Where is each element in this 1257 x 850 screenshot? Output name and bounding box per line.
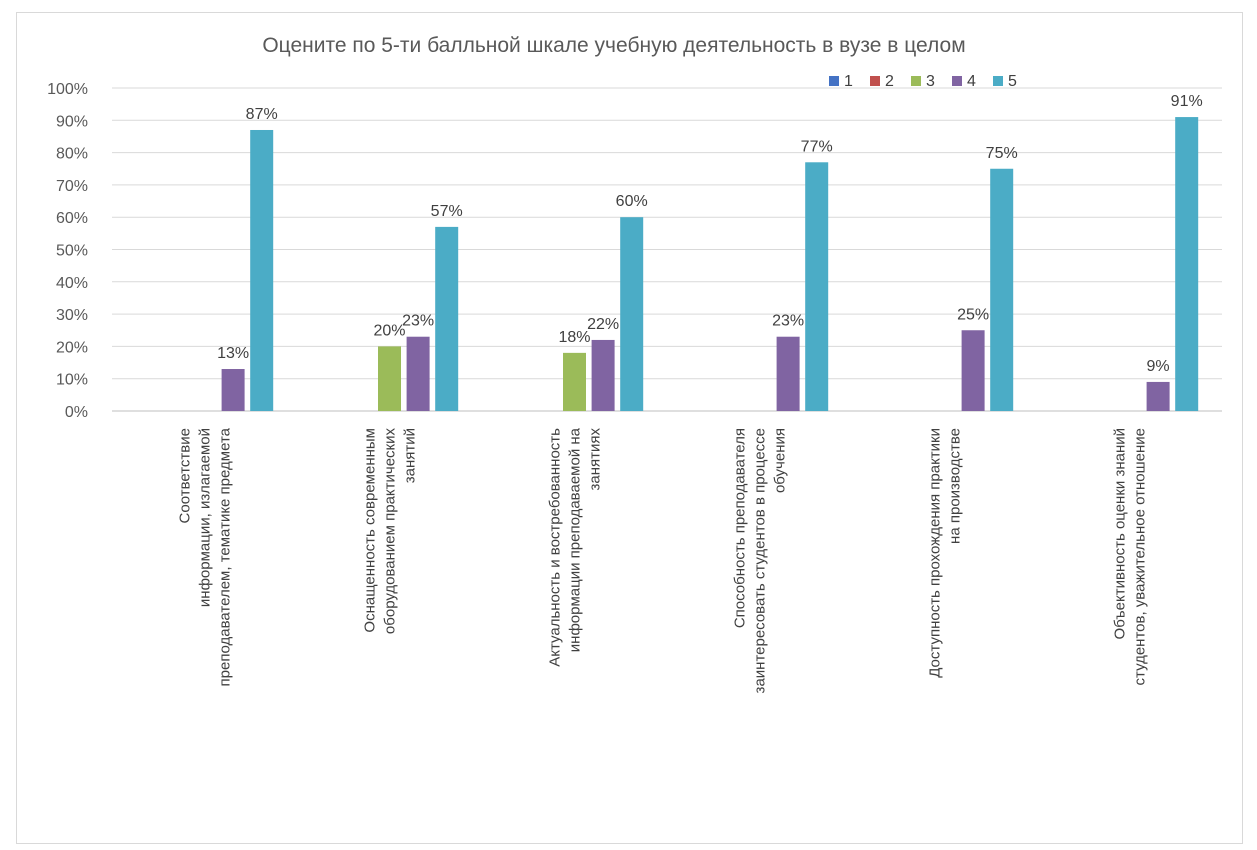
legend-label: 5 xyxy=(1008,73,1017,90)
legend-swatch-5 xyxy=(993,76,1003,86)
legend-label: 2 xyxy=(885,73,894,90)
category-label-line: информации преподаваемой на xyxy=(567,427,584,652)
data-label: 75% xyxy=(986,145,1018,162)
data-label: 25% xyxy=(957,306,989,323)
bar-series-5 xyxy=(1175,117,1199,411)
bar-series-5 xyxy=(990,168,1014,411)
data-label: 23% xyxy=(772,313,804,330)
y-tick-label: 90% xyxy=(56,113,88,130)
y-tick-label: 50% xyxy=(56,243,88,260)
data-label: 87% xyxy=(246,106,278,123)
bar-series-5 xyxy=(250,129,274,412)
legend-swatch-4 xyxy=(952,76,962,86)
y-tick-label: 0% xyxy=(65,404,88,421)
category-label: Оснащенность современным оборудованием пр… xyxy=(362,428,419,635)
y-tick-label: 80% xyxy=(56,146,88,163)
category-label-line: заинтересовать студентов в процессе xyxy=(752,428,769,693)
category-label-line: Актуальность и востребованность xyxy=(547,428,564,667)
category-label-line: занятий xyxy=(402,428,419,483)
category-label-line: Способность преподавателя xyxy=(732,428,749,628)
category-labels: Соответствие информации, излагаемой препод… xyxy=(177,427,1149,693)
y-tick-label: 60% xyxy=(56,210,88,227)
y-tick-label: 10% xyxy=(56,372,88,389)
data-label: 22% xyxy=(587,316,619,333)
bar-series-4 xyxy=(1146,381,1170,411)
category-label-line: оборудованием практических xyxy=(382,428,399,635)
data-label: 91% xyxy=(1171,93,1203,110)
data-label: 60% xyxy=(616,193,648,210)
bar-series-4 xyxy=(591,339,615,411)
chart-frame xyxy=(16,12,1243,844)
category-label-line: преподавателем, тематике предмета xyxy=(217,427,234,686)
bar-series-4 xyxy=(406,336,430,411)
y-tick-label: 40% xyxy=(56,275,88,292)
legend-swatch-3 xyxy=(911,76,921,86)
legend-label: 1 xyxy=(844,73,853,90)
category-label-line: Доступность прохождения практики xyxy=(927,428,944,678)
category-label-line: обучения xyxy=(772,428,789,493)
data-label: 77% xyxy=(801,138,833,155)
bar-series-4 xyxy=(961,330,985,411)
legend-label: 3 xyxy=(926,73,935,90)
category-label: Актуальность и востребованность информаци… xyxy=(547,427,604,666)
category-label: Способность преподавателя заинтересовать … xyxy=(732,428,789,693)
bar-series-5 xyxy=(805,162,829,411)
category-label-line: Соответствие xyxy=(177,428,194,523)
bars xyxy=(221,117,1199,412)
data-label: 23% xyxy=(402,313,434,330)
category-label-line: Оснащенность современным xyxy=(362,428,379,633)
gridlines xyxy=(112,87,1222,412)
chart-title: Оцените по 5-ти балльной шкале учебную д… xyxy=(262,34,965,57)
data-label: 18% xyxy=(558,329,590,346)
data-label: 57% xyxy=(431,203,463,220)
category-label-line: студентов, уважительное отношение xyxy=(1132,428,1149,685)
bar-series-3 xyxy=(563,352,586,411)
data-labels: 13%87%20%23%57%18%22%60%23%77%25%75%9%91… xyxy=(217,93,1203,375)
bar-series-5 xyxy=(435,226,459,411)
y-tick-label: 30% xyxy=(56,307,88,324)
data-label: 20% xyxy=(373,322,405,339)
legend: 1 2 3 4 5 xyxy=(829,73,1017,90)
legend-label: 4 xyxy=(967,73,976,90)
data-label: 13% xyxy=(217,345,249,362)
category-label: Соответствие информации, излагаемой препод… xyxy=(177,427,234,686)
bar-series-3 xyxy=(378,346,401,411)
category-label: Объективность оценки знаний студентов, ув… xyxy=(1112,428,1149,685)
y-axis-ticks: 0% 10% 20% 30% 40% 50% 60% 70% 80% 90% 100% xyxy=(47,81,88,421)
category-label-line: информации, излагаемой xyxy=(197,428,214,607)
y-tick-label: 70% xyxy=(56,178,88,195)
data-label: 9% xyxy=(1147,358,1170,375)
bar-series-4 xyxy=(776,336,800,411)
category-label: Доступность прохождения практики на произ… xyxy=(927,428,964,678)
category-label-line: занятиях xyxy=(587,428,604,491)
y-tick-label: 100% xyxy=(47,81,88,98)
legend-swatch-1 xyxy=(829,76,839,86)
y-tick-label: 20% xyxy=(56,339,88,356)
bar-series-4 xyxy=(221,369,245,411)
legend-swatch-2 xyxy=(870,76,880,86)
bar-series-5 xyxy=(620,217,644,411)
category-label-line: Объективность оценки знаний xyxy=(1112,428,1129,639)
category-label-line: на производстве xyxy=(947,428,964,544)
